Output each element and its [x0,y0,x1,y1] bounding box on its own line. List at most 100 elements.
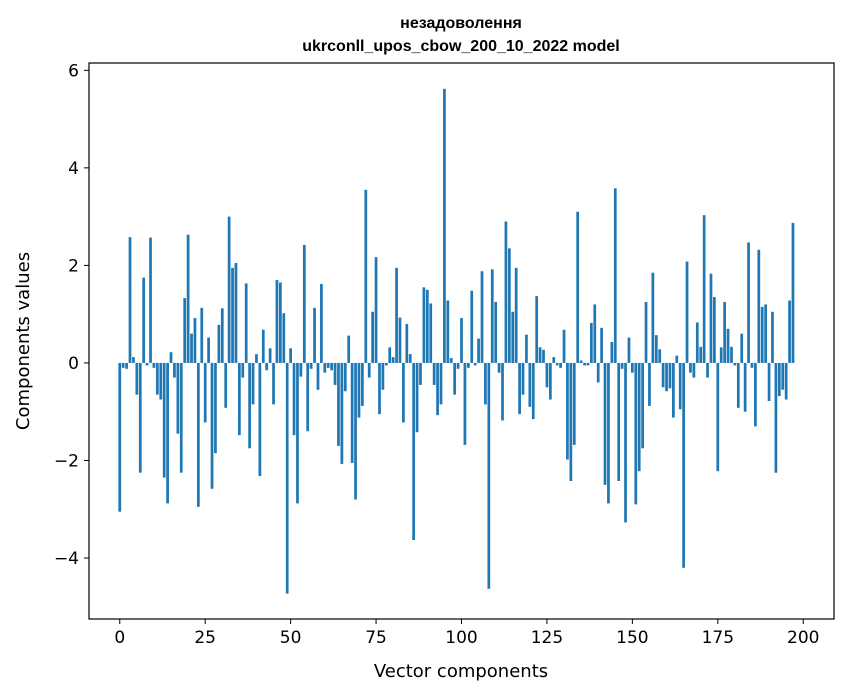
bar-158 [658,349,662,363]
bar-165 [682,362,685,568]
bar-35 [238,362,241,436]
bar-171 [702,215,706,363]
bar-59 [320,283,323,363]
bar-90 [425,289,429,363]
bar-150 [631,362,634,373]
bar-145 [613,188,617,363]
bar-79 [388,347,392,363]
bar-162 [672,362,675,418]
bar-128 [555,362,559,366]
bar-108 [487,362,491,589]
bar-151 [634,362,638,505]
x-tick-label: 75 [365,628,387,648]
bar-182 [740,333,744,363]
bar-51 [292,362,296,436]
bar-30 [220,308,224,363]
bar-66 [343,362,347,392]
bar-144 [610,341,614,363]
bar-157 [654,335,658,363]
bar-113 [504,221,508,363]
bar-110 [494,301,498,363]
bar-149 [627,337,631,363]
bar-31 [224,362,228,408]
bar-18 [179,362,183,473]
bar-44 [268,348,272,363]
bar-38 [248,362,251,449]
bar-16 [173,362,176,378]
bar-102 [466,362,470,368]
bar-119 [525,334,528,363]
bar-33 [231,267,234,363]
bar-156 [651,272,655,363]
bar-101 [463,362,467,445]
bar-95 [443,88,446,363]
chart-title-line-1: незадоволення [400,15,522,32]
bar-125 [545,362,549,388]
bar-122 [535,296,539,363]
bar-107 [484,362,487,405]
bar-4 [132,357,135,363]
y-tick-label: 6 [68,61,79,81]
bar-61 [326,362,330,368]
x-tick-label: 125 [531,628,563,648]
x-tick-label: 175 [702,628,734,648]
bar-26 [207,337,210,363]
bar-11 [155,362,159,395]
bar-181 [736,362,740,408]
bar-137 [586,362,590,366]
bar-114 [507,248,511,363]
bar-194 [781,362,785,390]
bar-146 [617,362,621,481]
bar-106 [480,271,484,363]
bar-147 [620,362,624,369]
bar-91 [429,303,433,363]
bar-153 [641,362,644,449]
bar-109 [490,269,494,363]
bar-36 [241,362,245,378]
bar-64 [337,362,340,446]
bar-48 [282,313,286,363]
plot-frame [88,62,835,620]
bar-172 [706,362,709,378]
bar-197 [791,222,795,363]
bar-54 [302,244,306,363]
bar-10 [152,362,156,368]
bar-154 [644,301,648,363]
y-axis-ticks: −4 −2 0 2 4 6 [54,61,89,569]
bar-190 [767,362,771,401]
bar-139 [593,304,597,363]
bar-83 [402,362,405,423]
bar-77 [381,362,385,390]
bar-8 [145,362,149,366]
x-tick-label: 0 [114,628,125,648]
bar-63 [333,362,337,385]
bar-17 [176,362,180,434]
bar-86 [412,362,416,540]
bar-126 [548,362,552,400]
bar-118 [521,362,525,395]
bar-27 [210,362,214,489]
chart-title-line-2: ukrconll_upos_cbow_200_10_2022 model [302,38,619,55]
bar-167 [689,362,692,373]
bar-22 [193,318,197,363]
bar-186 [754,362,757,427]
bar-196 [788,300,791,363]
bar-163 [675,355,679,363]
bar-69 [354,362,357,500]
bar-55 [306,362,310,432]
bar-49 [285,362,289,594]
bar-1 [121,362,125,368]
bar-62 [330,362,333,371]
bar-88 [419,362,422,385]
bar-193 [777,362,781,397]
bar-43 [265,362,269,371]
bar-87 [415,362,419,433]
bar-184 [747,242,750,363]
bar-2 [125,362,128,369]
bar-132 [569,362,573,481]
bar-3 [128,237,132,363]
bar-104 [473,362,477,366]
bar-50 [289,348,292,363]
y-tick-label: 0 [68,354,79,374]
bar-124 [542,349,545,363]
